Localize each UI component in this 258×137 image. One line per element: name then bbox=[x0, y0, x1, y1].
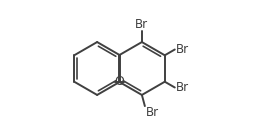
Text: Br: Br bbox=[146, 106, 159, 119]
Text: Br: Br bbox=[175, 81, 189, 94]
Text: Br: Br bbox=[135, 18, 148, 31]
Text: Br: Br bbox=[175, 43, 189, 56]
Text: O: O bbox=[115, 75, 124, 88]
